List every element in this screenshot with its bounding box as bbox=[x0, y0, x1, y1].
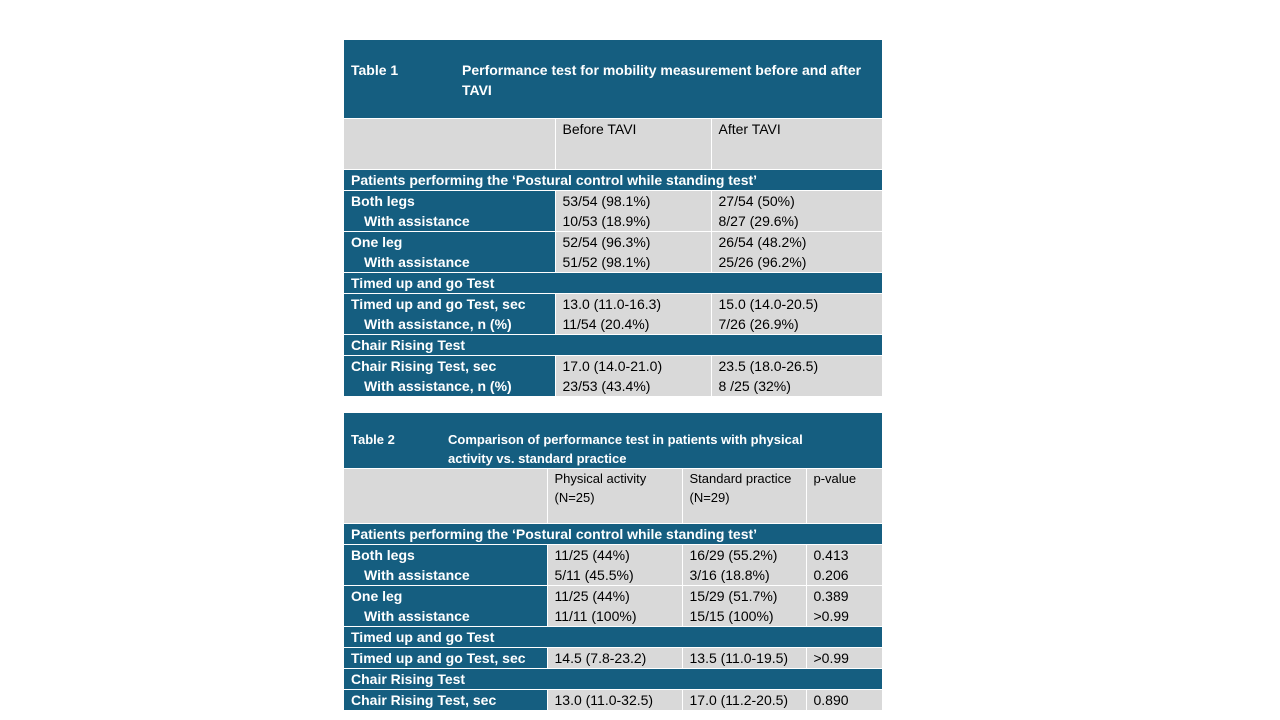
cell-physical-activity: 13.0 (11.0-32.5) bbox=[547, 689, 683, 710]
table-row: With assistance, n (%) 23/53 (43.4%) 8 /… bbox=[344, 376, 883, 396]
row-label: With assistance, n (%) bbox=[344, 376, 556, 396]
column-header-physical-activity: Physical activity (N=25) bbox=[547, 468, 683, 524]
cell-after: 8 /25 (32%) bbox=[711, 376, 883, 396]
table-row: Both legs 11/25 (44%) 16/29 (55.2%) 0.41… bbox=[344, 544, 882, 565]
cell-before: 17.0 (14.0-21.0) bbox=[555, 355, 712, 376]
table-row: Chair Rising Test, sec 13.0 (11.0-32.5) … bbox=[344, 689, 882, 710]
table-2-label: Table 2 bbox=[351, 432, 395, 447]
cell-before: 52/54 (96.3%) bbox=[555, 231, 712, 252]
column-header-before-tavi: Before TAVI bbox=[555, 118, 712, 170]
cell-p-value: >0.99 bbox=[806, 647, 882, 669]
cell-after: 23.5 (18.0-26.5) bbox=[711, 355, 883, 376]
table-1-title: Performance test for mobility measuremen… bbox=[462, 62, 862, 98]
cell-p-value: 0.413 bbox=[806, 544, 882, 565]
table-1-section-heading: Patients performing the ‘Postural contro… bbox=[344, 169, 883, 191]
cell-after: 8/27 (29.6%) bbox=[711, 211, 883, 232]
column-header-p-value: p-value bbox=[806, 468, 882, 524]
cell-standard-practice: 15/15 (100%) bbox=[682, 606, 807, 627]
cell-before: 11/54 (20.4%) bbox=[555, 314, 712, 335]
section-heading-timed-up-and-go: Timed up and go Test bbox=[344, 272, 883, 294]
cell-physical-activity: 14.5 (7.8-23.2) bbox=[547, 647, 683, 669]
cell-after: 26/54 (48.2%) bbox=[711, 231, 883, 252]
cell-after: 27/54 (50%) bbox=[711, 190, 883, 211]
cell-before: 10/53 (18.9%) bbox=[555, 211, 712, 232]
section-heading-chair-rising: Chair Rising Test bbox=[344, 668, 882, 690]
section-heading-postural: Patients performing the ‘Postural contro… bbox=[344, 169, 883, 191]
table-row: Timed up and go Test, sec 14.5 (7.8-23.2… bbox=[344, 647, 882, 669]
table-row: With assistance 5/11 (45.5%) 3/16 (18.8%… bbox=[344, 565, 882, 586]
table-2-corner-cell bbox=[344, 468, 548, 524]
table-1-label: Table 1 bbox=[351, 62, 399, 78]
cell-physical-activity: 11/11 (100%) bbox=[547, 606, 683, 627]
section-heading-timed-up-and-go: Timed up and go Test bbox=[344, 626, 882, 648]
row-label: With assistance bbox=[344, 252, 556, 273]
table-2-title-row: Table 2 Comparison of performance test i… bbox=[344, 413, 882, 469]
row-label: With assistance, n (%) bbox=[344, 314, 556, 335]
table-2: Table 2 Comparison of performance test i… bbox=[344, 413, 882, 710]
row-label: Chair Rising Test, sec bbox=[344, 355, 556, 376]
row-label: With assistance bbox=[344, 565, 548, 586]
cell-standard-practice: 16/29 (55.2%) bbox=[682, 544, 807, 565]
cell-before: 13.0 (11.0-16.3) bbox=[555, 293, 712, 314]
table-row: With assistance 11/11 (100%) 15/15 (100%… bbox=[344, 606, 882, 627]
table-1-section-heading: Timed up and go Test bbox=[344, 272, 883, 294]
cell-p-value: 0.389 bbox=[806, 585, 882, 606]
cell-standard-practice: 15/29 (51.7%) bbox=[682, 585, 807, 606]
row-label: Timed up and go Test, sec bbox=[344, 293, 556, 314]
cell-before: 23/53 (43.4%) bbox=[555, 376, 712, 396]
table-row: One leg 52/54 (96.3%) 26/54 (48.2%) bbox=[344, 231, 883, 252]
row-label: Timed up and go Test, sec bbox=[344, 647, 548, 669]
cell-standard-practice: 17.0 (11.2-20.5) bbox=[682, 689, 807, 710]
row-label: Chair Rising Test, sec bbox=[344, 689, 548, 710]
table-row: Both legs 53/54 (98.1%) 27/54 (50%) bbox=[344, 190, 883, 211]
table-1-section-heading: Chair Rising Test bbox=[344, 334, 883, 356]
table-row: With assistance 51/52 (98.1%) 25/26 (96.… bbox=[344, 252, 883, 273]
table-2-title: Comparison of performance test in patien… bbox=[448, 432, 803, 466]
table-2-column-header-row: Physical activity (N=25) Standard practi… bbox=[344, 468, 882, 524]
table-1: Table 1 Performance test for mobility me… bbox=[344, 40, 883, 396]
table-row: Chair Rising Test, sec 17.0 (14.0-21.0) … bbox=[344, 355, 883, 376]
section-heading-postural: Patients performing the ‘Postural contro… bbox=[344, 523, 882, 545]
table-2-section-heading: Timed up and go Test bbox=[344, 626, 882, 648]
row-label: Both legs bbox=[344, 190, 556, 211]
table-row: One leg 11/25 (44%) 15/29 (51.7%) 0.389 bbox=[344, 585, 882, 606]
cell-physical-activity: 11/25 (44%) bbox=[547, 544, 683, 565]
cell-physical-activity: 11/25 (44%) bbox=[547, 585, 683, 606]
cell-physical-activity: 5/11 (45.5%) bbox=[547, 565, 683, 586]
cell-standard-practice: 13.5 (11.0-19.5) bbox=[682, 647, 807, 669]
row-label: With assistance bbox=[344, 606, 548, 627]
row-label: One leg bbox=[344, 585, 548, 606]
table-1-title-row: Table 1 Performance test for mobility me… bbox=[344, 40, 883, 119]
column-header-after-tavi: After TAVI bbox=[711, 118, 883, 170]
table-row: With assistance 10/53 (18.9%) 8/27 (29.6… bbox=[344, 211, 883, 232]
row-label: One leg bbox=[344, 231, 556, 252]
column-header-standard-practice: Standard practice (N=29) bbox=[682, 468, 807, 524]
cell-after: 15.0 (14.0-20.5) bbox=[711, 293, 883, 314]
table-row: With assistance, n (%) 11/54 (20.4%) 7/2… bbox=[344, 314, 883, 335]
row-label: Both legs bbox=[344, 544, 548, 565]
table-row: Timed up and go Test, sec 13.0 (11.0-16.… bbox=[344, 293, 883, 314]
table-1-corner-cell bbox=[344, 118, 556, 170]
row-label: With assistance bbox=[344, 211, 556, 232]
table-2-section-heading: Patients performing the ‘Postural contro… bbox=[344, 523, 882, 545]
cell-p-value: >0.99 bbox=[806, 606, 882, 627]
section-heading-chair-rising: Chair Rising Test bbox=[344, 334, 883, 356]
cell-p-value: 0.206 bbox=[806, 565, 882, 586]
cell-before: 51/52 (98.1%) bbox=[555, 252, 712, 273]
table-2-section-heading: Chair Rising Test bbox=[344, 668, 882, 690]
cell-standard-practice: 3/16 (18.8%) bbox=[682, 565, 807, 586]
table-1-column-header-row: Before TAVI After TAVI bbox=[344, 118, 883, 170]
cell-after: 7/26 (26.9%) bbox=[711, 314, 883, 335]
cell-before: 53/54 (98.1%) bbox=[555, 190, 712, 211]
cell-p-value: 0.890 bbox=[806, 689, 882, 710]
cell-after: 25/26 (96.2%) bbox=[711, 252, 883, 273]
